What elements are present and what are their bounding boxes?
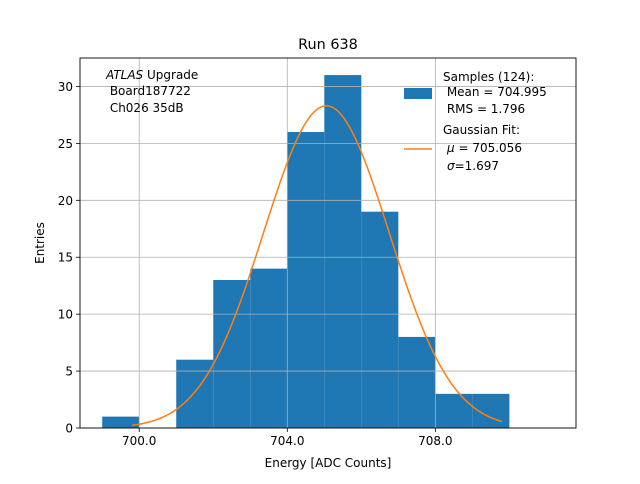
x-tick-label: 704.0 [270,434,304,448]
histogram-bar [250,268,288,428]
y-tick-label: 20 [58,194,73,208]
y-tick-label: 0 [65,422,73,436]
legend-fit-title: Gaussian Fit: [443,123,520,137]
histogram-bar [435,393,473,428]
legend-samples-mean: Mean = 704.995 [443,85,547,99]
y-tick-label: 30 [58,80,73,94]
x-tick-label: 700.0 [122,434,156,448]
fit-layer [131,105,503,427]
legend-mu-symbol: μ [446,141,455,155]
histogram-bar [398,336,436,428]
chart-title: Run 638 [298,37,358,53]
legend-samples-swatch [404,88,432,99]
x-axis-label: Energy [ADC Counts] [265,456,392,470]
legend-samples-title: Samples (124): [443,70,534,84]
histogram-bar [361,211,399,428]
annotation-line-3: Ch026 35dB [106,101,184,115]
gaussian-fit-curve [131,105,503,427]
y-tick-label: 15 [58,251,73,265]
legend-sigma-value: =1.697 [455,159,499,173]
y-tick-label: 25 [58,137,73,151]
y-tick-label: 5 [65,365,73,379]
histogram-bar [324,75,362,429]
annotation-upgrade: Upgrade [143,68,198,82]
legend-samples-rms: RMS = 1.796 [443,102,525,116]
annotation-atlas: ATLAS [105,68,144,82]
legend-mu-value: = 705.056 [455,141,522,155]
legend-sigma-symbol: σ [447,159,455,173]
y-axis-ticks: 0 5 10 15 20 25 30 [58,80,80,436]
legend-fit-mu: μ = 705.056 [446,141,522,155]
legend-fit-sigma: σ=1.697 [447,159,499,173]
histogram-bar [102,416,140,428]
x-tick-label: 708.0 [418,434,452,448]
plot-frame [79,57,577,429]
bars-layer [102,75,510,429]
legend: Samples (124): Mean = 704.995 RMS = 1.79… [404,70,547,173]
annotation-line-2: Board187722 [106,84,191,98]
annotation-box: ATLAS Upgrade Board187722 Ch026 35dB [105,68,198,115]
histogram-bar [176,359,214,428]
y-axis-label: Entries [33,222,47,264]
y-tick-label: 10 [58,308,73,322]
histogram-bar [287,132,325,428]
x-axis-ticks: 700.0 704.0 708.0 [122,428,453,448]
annotation-line-1: ATLAS Upgrade [105,68,198,82]
